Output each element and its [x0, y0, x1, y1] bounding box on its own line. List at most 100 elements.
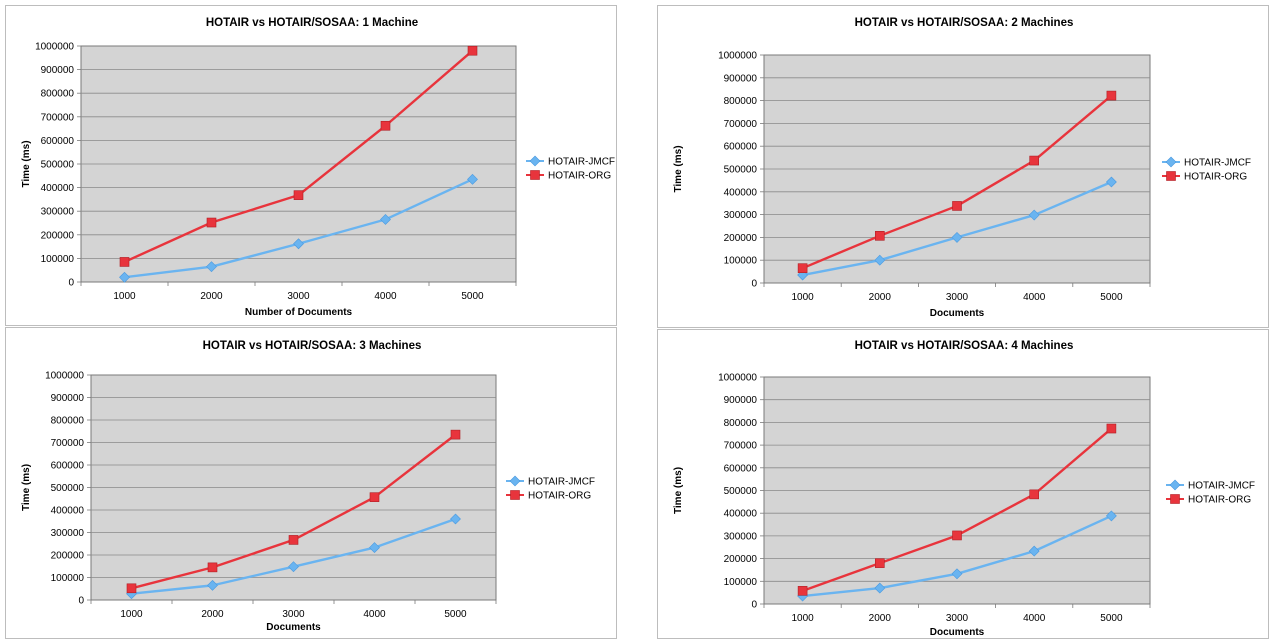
- x-tick-label: 4000: [363, 609, 386, 620]
- legend-label: HOTAIR-ORG: [548, 171, 611, 182]
- legend: HOTAIR-JMCF HOTAIR-ORG: [506, 475, 595, 502]
- x-tick-label: 2000: [869, 613, 892, 624]
- series-hotair-org: [797, 90, 1117, 273]
- y-axis-title: Time (ms): [21, 464, 32, 511]
- y-tick-label: 1000000: [45, 371, 84, 382]
- x-tick-label: 5000: [444, 609, 467, 620]
- y-tick-label: 100000: [41, 254, 75, 265]
- y-tick-label: 1000000: [35, 42, 74, 53]
- chart-svg: HOTAIR vs HOTAIR/SOSAA: 4 Machines 0 10000…: [673, 340, 1255, 638]
- data-point: [1105, 176, 1117, 188]
- y-tick-label: 200000: [724, 233, 758, 244]
- legend-entry: HOTAIR-ORG: [506, 490, 591, 502]
- data-point: [206, 217, 217, 228]
- chart-svg: HOTAIR vs HOTAIR/SOSAA: 2 Machines 0 10000…: [673, 17, 1251, 319]
- x-tick-label: 1000: [791, 292, 814, 303]
- data-point: [1105, 510, 1117, 522]
- data-point: [1029, 489, 1040, 500]
- x-tick-label: 4000: [374, 291, 397, 302]
- x-axis: 1000 2000 3000 4000 5000: [90, 600, 497, 620]
- y-tick-label: 400000: [724, 187, 758, 198]
- x-tick-label: 3000: [282, 609, 305, 620]
- legend-marker: [1170, 494, 1180, 504]
- y-tick-label: 500000: [41, 160, 75, 171]
- x-axis: 1000 2000 3000 4000 5000: [763, 604, 1151, 624]
- y-tick-label: 800000: [724, 96, 758, 107]
- data-point: [288, 561, 299, 573]
- y-tick-label: 700000: [41, 112, 75, 123]
- y-tick-label: 0: [68, 278, 74, 289]
- y-tick-label: 400000: [724, 509, 758, 520]
- y-tick-label: 900000: [724, 73, 758, 84]
- legend-marker: [1166, 171, 1176, 181]
- y-tick-label: 1000000: [718, 51, 757, 62]
- data-point: [1028, 545, 1040, 557]
- legend-marker: [1165, 156, 1177, 168]
- x-tick-label: 2000: [869, 292, 892, 303]
- chart-svg: HOTAIR vs HOTAIR/SOSAA: 3 Machines010000…: [21, 340, 595, 633]
- y-tick-label: 800000: [724, 418, 758, 429]
- x-axis: 1000 2000 3000 4000 5000: [80, 282, 517, 302]
- legend-label: HOTAIR-JMCF: [1184, 158, 1251, 169]
- data-point: [293, 190, 304, 200]
- x-tick-label: 3000: [287, 291, 310, 302]
- legend-entry: HOTAIR-ORG: [1166, 494, 1251, 506]
- chart-title: HOTAIR vs HOTAIR/SOSAA: 4 Machines: [855, 340, 1074, 352]
- y-tick-label: 700000: [51, 438, 85, 449]
- legend: HOTAIR-JMCF HOTAIR-ORG: [1166, 479, 1255, 506]
- legend-entry: HOTAIR-JMCF: [526, 155, 615, 168]
- legend-label: HOTAIR-ORG: [528, 491, 591, 502]
- y-axis-title: Time (ms): [673, 145, 684, 192]
- chart-title: HOTAIR vs HOTAIR/SOSAA: 2 Machines: [855, 17, 1074, 29]
- legend-marker: [1169, 479, 1181, 491]
- legend-label: HOTAIR-ORG: [1184, 172, 1247, 183]
- y-tick-label: 300000: [41, 207, 75, 218]
- legend-label: HOTAIR-ORG: [1188, 495, 1251, 506]
- y-tick-label: 500000: [724, 165, 758, 176]
- legend-marker: [510, 490, 520, 500]
- y-tick-label: 600000: [724, 142, 758, 153]
- data-point: [293, 238, 304, 250]
- chart-panel-2-machines: HOTAIR vs HOTAIR/SOSAA: 2 Machines 0 10000…: [657, 5, 1269, 328]
- legend-entry: HOTAIR-JMCF: [506, 475, 595, 488]
- y-tick-label: 200000: [724, 554, 758, 565]
- y-tick-label: 900000: [41, 65, 75, 76]
- y-tick-label: 500000: [51, 483, 85, 494]
- data-point: [119, 257, 130, 267]
- y-tick-label: 100000: [724, 577, 758, 588]
- y-axis: 0 100000 200000 300000 400000 500000 600000 700…: [35, 42, 516, 289]
- data-point: [467, 173, 478, 185]
- y-tick-label: 300000: [724, 531, 758, 542]
- data-point: [797, 586, 808, 596]
- legend-marker: [530, 170, 540, 180]
- y-tick-label: 900000: [724, 395, 758, 406]
- y-axis: 0 100000 200000 300000 400000 500000 600000 700…: [45, 371, 496, 607]
- legend: HOTAIR-JMCF HOTAIR-ORG: [526, 155, 615, 182]
- y-tick-label: 700000: [724, 119, 758, 130]
- data-point: [467, 45, 478, 56]
- series-hotair-jmcf: [119, 173, 478, 283]
- x-axis-title: Documents: [930, 308, 985, 319]
- legend: HOTAIR-JMCF HOTAIR-ORG: [1162, 156, 1251, 183]
- data-point: [380, 214, 391, 225]
- data-point: [207, 562, 218, 573]
- y-tick-label: 600000: [724, 463, 758, 474]
- y-tick-label: 400000: [51, 506, 85, 517]
- y-tick-label: 700000: [724, 441, 758, 452]
- data-point: [874, 582, 886, 594]
- data-point: [952, 530, 962, 541]
- data-point: [875, 558, 885, 568]
- x-tick-label: 3000: [946, 292, 969, 303]
- legend-label: HOTAIR-JMCF: [1188, 481, 1255, 492]
- x-tick-label: 5000: [461, 291, 484, 302]
- y-tick-label: 0: [751, 600, 757, 611]
- data-point: [206, 261, 217, 273]
- y-tick-label: 100000: [51, 573, 85, 584]
- x-tick-label: 2000: [201, 609, 224, 620]
- y-tick-label: 400000: [41, 183, 75, 194]
- series-hotair-org: [126, 429, 461, 594]
- y-tick-label: 800000: [41, 89, 75, 100]
- data-point: [952, 201, 962, 211]
- x-tick-label: 5000: [1100, 292, 1123, 303]
- chart-panel-4-machines: HOTAIR vs HOTAIR/SOSAA: 4 Machines 0 10000…: [657, 329, 1269, 639]
